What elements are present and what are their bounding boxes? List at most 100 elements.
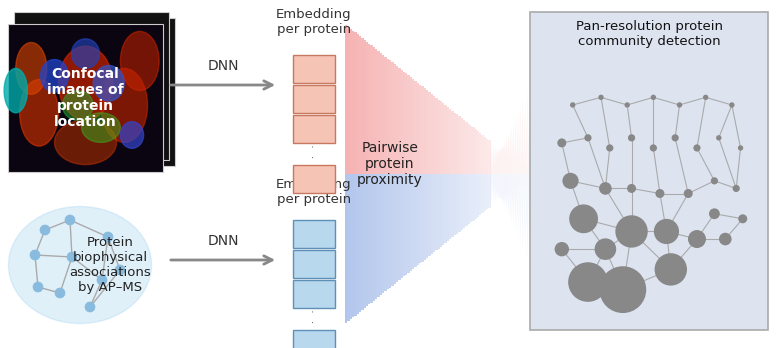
Text: Pairwise
protein
proximity: Pairwise protein proximity: [357, 141, 423, 187]
Circle shape: [55, 288, 65, 298]
Polygon shape: [396, 174, 398, 282]
Polygon shape: [477, 131, 479, 174]
Polygon shape: [509, 125, 512, 174]
Polygon shape: [442, 174, 445, 245]
Polygon shape: [459, 116, 461, 174]
Polygon shape: [523, 174, 526, 257]
FancyBboxPatch shape: [20, 18, 175, 166]
Ellipse shape: [82, 113, 120, 142]
Polygon shape: [493, 144, 495, 174]
Polygon shape: [493, 174, 495, 204]
Polygon shape: [382, 55, 385, 174]
Ellipse shape: [4, 69, 27, 113]
Polygon shape: [528, 174, 530, 268]
Polygon shape: [373, 47, 375, 174]
Polygon shape: [488, 174, 491, 207]
Circle shape: [650, 144, 657, 152]
Circle shape: [598, 95, 604, 100]
Polygon shape: [400, 174, 402, 278]
Polygon shape: [398, 68, 400, 174]
Polygon shape: [419, 85, 421, 174]
Polygon shape: [433, 174, 435, 252]
Polygon shape: [470, 174, 472, 222]
Polygon shape: [449, 109, 452, 174]
Text: ·  ·  ·: · · ·: [309, 310, 319, 334]
Circle shape: [655, 189, 665, 198]
Polygon shape: [414, 174, 417, 267]
FancyBboxPatch shape: [293, 55, 335, 83]
FancyBboxPatch shape: [293, 85, 335, 113]
Polygon shape: [424, 88, 426, 174]
Polygon shape: [465, 122, 467, 174]
Circle shape: [594, 238, 616, 260]
Polygon shape: [394, 174, 396, 284]
Circle shape: [628, 134, 635, 141]
Polygon shape: [431, 174, 433, 254]
FancyBboxPatch shape: [293, 165, 335, 193]
Polygon shape: [356, 34, 359, 174]
Polygon shape: [417, 174, 419, 265]
Circle shape: [115, 265, 125, 275]
Circle shape: [103, 232, 113, 242]
Ellipse shape: [72, 39, 100, 69]
Polygon shape: [507, 174, 509, 217]
Polygon shape: [474, 174, 477, 219]
Polygon shape: [345, 25, 347, 174]
Polygon shape: [402, 174, 405, 276]
Polygon shape: [382, 174, 385, 293]
Ellipse shape: [41, 60, 69, 92]
Polygon shape: [361, 174, 363, 310]
Circle shape: [651, 95, 656, 100]
Text: Embedding
per protein: Embedding per protein: [276, 178, 352, 206]
Ellipse shape: [101, 69, 147, 142]
Circle shape: [557, 139, 566, 148]
Polygon shape: [375, 174, 378, 299]
Polygon shape: [486, 174, 488, 209]
Polygon shape: [368, 174, 370, 304]
Polygon shape: [412, 79, 414, 174]
Polygon shape: [387, 174, 389, 290]
Polygon shape: [514, 174, 516, 234]
Polygon shape: [349, 29, 352, 174]
Polygon shape: [366, 42, 368, 174]
Polygon shape: [387, 58, 389, 174]
Polygon shape: [500, 174, 502, 200]
Polygon shape: [380, 174, 382, 295]
FancyBboxPatch shape: [293, 330, 335, 348]
Polygon shape: [472, 174, 474, 221]
Polygon shape: [345, 174, 347, 323]
Circle shape: [716, 135, 722, 141]
Polygon shape: [428, 92, 431, 174]
Circle shape: [600, 266, 647, 313]
Polygon shape: [438, 174, 440, 248]
Polygon shape: [479, 133, 481, 174]
Polygon shape: [512, 119, 514, 174]
Polygon shape: [481, 135, 484, 174]
Polygon shape: [421, 174, 424, 262]
Circle shape: [677, 102, 682, 108]
Polygon shape: [424, 174, 426, 260]
Polygon shape: [461, 118, 463, 174]
Polygon shape: [456, 174, 459, 234]
Polygon shape: [516, 174, 519, 240]
FancyBboxPatch shape: [14, 12, 169, 160]
Circle shape: [569, 204, 598, 233]
Polygon shape: [347, 27, 349, 174]
Polygon shape: [452, 174, 454, 237]
Polygon shape: [426, 90, 428, 174]
FancyBboxPatch shape: [293, 250, 335, 278]
Polygon shape: [495, 146, 498, 174]
Polygon shape: [421, 86, 424, 174]
Ellipse shape: [94, 65, 124, 101]
Polygon shape: [470, 126, 472, 174]
Polygon shape: [347, 174, 349, 321]
Polygon shape: [498, 174, 500, 200]
Polygon shape: [405, 174, 407, 275]
Polygon shape: [359, 36, 361, 174]
Polygon shape: [380, 53, 382, 174]
Polygon shape: [363, 174, 366, 308]
Polygon shape: [509, 174, 512, 223]
Circle shape: [703, 95, 708, 100]
Circle shape: [615, 215, 647, 248]
Ellipse shape: [9, 206, 151, 324]
